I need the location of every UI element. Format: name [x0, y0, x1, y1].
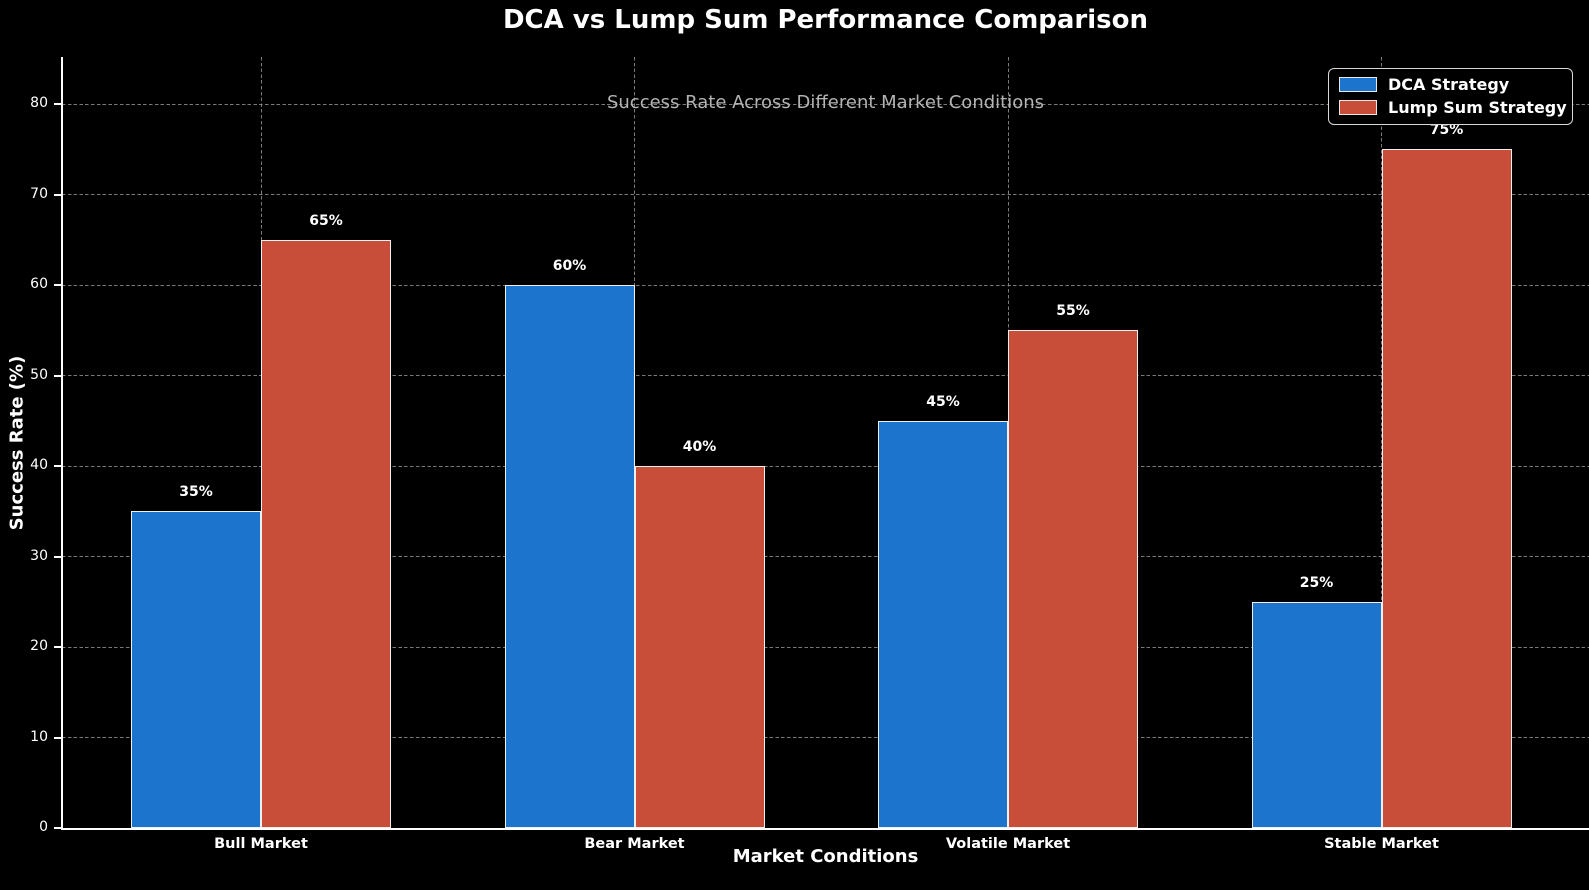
legend: DCA Strategy Lump Sum Strategy: [1328, 68, 1573, 125]
bar-value-label: 25%: [1299, 574, 1334, 591]
gridline-horizontal: [62, 737, 1589, 738]
y-axis-tick: [54, 374, 61, 377]
y-tick-label: 70: [30, 185, 48, 202]
y-tick-label: 0: [39, 819, 48, 835]
y-tick-label: 30: [30, 547, 48, 564]
y-tick-label: 80: [30, 95, 48, 111]
y-axis-tick: [54, 193, 61, 196]
chart-subtitle: Success Rate Across Different Market Con…: [606, 92, 1045, 113]
y-axis-spine: [61, 57, 63, 830]
x-axis-label: Market Conditions: [732, 846, 919, 867]
bar-dca-strategy-bear-market: [504, 285, 635, 828]
y-tick-label: 60: [30, 276, 48, 292]
bar-lump-sum-strategy-bear-market: [634, 466, 765, 828]
legend-swatch-lump-sum-strategy: [1339, 100, 1377, 115]
gridline-horizontal: [62, 194, 1589, 195]
y-axis-tick: [54, 736, 61, 739]
bar-value-label: 75%: [1429, 122, 1464, 139]
chart-title: DCA vs Lump Sum Performance Comparison: [502, 5, 1149, 35]
y-tick-label: 50: [30, 366, 48, 383]
y-axis-tick: [54, 827, 61, 829]
gridline-horizontal: [62, 556, 1589, 557]
y-axis-tick: [54, 103, 61, 105]
y-axis-tick: [54, 465, 61, 467]
bar-value-label: 65%: [309, 212, 343, 229]
bar-lump-sum-strategy-volatile-market: [1008, 330, 1138, 828]
gridline-horizontal: [62, 375, 1589, 376]
bar-lump-sum-strategy-bull-market: [261, 239, 391, 828]
bar-value-label: 55%: [1056, 303, 1090, 320]
bar-lump-sum-strategy-stable-market: [1381, 149, 1512, 828]
bar-value-label: 40%: [682, 439, 717, 455]
legend-label: Lump Sum Strategy: [1388, 98, 1567, 117]
x-axis-spine: [61, 828, 1589, 830]
legend-label: DCA Strategy: [1388, 75, 1510, 94]
bar-value-label: 35%: [179, 484, 213, 501]
x-tick-label-bull-market: Bull Market: [214, 836, 308, 852]
gridline-horizontal: [62, 465, 1589, 467]
gridline-vertical: [634, 57, 635, 828]
y-tick-label: 20: [30, 638, 48, 654]
plot-area: 0 10 20 30 40 50 60 70 80 35% 60% 45% 25% 65% 40% 55% 75…: [30, 57, 1589, 852]
bar-dca-strategy-bull-market: [131, 511, 261, 828]
legend-item-lump-sum-strategy: Lump Sum Strategy: [1339, 98, 1567, 117]
y-axis-tick: [54, 555, 61, 558]
x-tick-label-volatile-market: Volatile Market: [945, 836, 1071, 852]
bar-dca-strategy-stable-market: [1251, 601, 1382, 828]
bar-value-label: 45%: [926, 393, 960, 410]
bar-value-label: 60%: [552, 258, 587, 274]
y-tick-label: 10: [30, 728, 48, 745]
legend-item-dca-strategy: DCA Strategy: [1339, 75, 1562, 94]
gridline-horizontal: [62, 103, 1589, 105]
x-tick-label-bear-market: Bear Market: [584, 836, 685, 852]
y-axis-label: Success Rate (%): [6, 355, 28, 531]
x-tick-label-stable-market: Stable Market: [1324, 836, 1439, 852]
y-axis-tick: [54, 646, 61, 648]
y-axis-tick: [54, 284, 61, 286]
gridline-horizontal: [62, 284, 1589, 286]
bar-dca-strategy-volatile-market: [878, 420, 1008, 828]
gridline-horizontal: [62, 646, 1589, 648]
y-tick-label: 40: [30, 457, 48, 473]
legend-swatch-dca-strategy: [1339, 77, 1377, 92]
